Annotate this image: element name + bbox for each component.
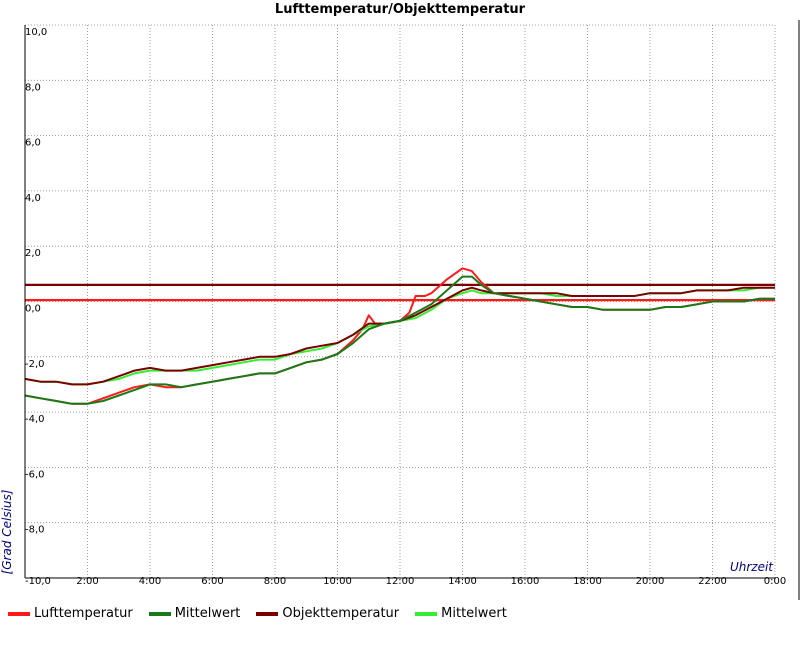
- legend: Lufttemperatur Mittelwert Objekttemperat…: [8, 606, 523, 621]
- y-tick-label: 6,0: [25, 138, 41, 149]
- x-tick-label: 16:00: [511, 576, 540, 587]
- legend-item-mittelwert-2: Mittelwert: [415, 606, 507, 621]
- x-tick-label: 14:00: [448, 576, 477, 587]
- legend-swatch: [256, 611, 279, 616]
- x-tick-label: 10:00: [323, 576, 352, 587]
- x-tick-label: 18:00: [573, 576, 602, 587]
- y-tick-label: -6,0: [25, 469, 45, 480]
- legend-label: Mittelwert: [174, 606, 241, 621]
- y-tick-label: 4,0: [25, 193, 41, 204]
- legend-item-lufttemperatur: Lufttemperatur: [8, 606, 133, 621]
- y-tick-label: 2,0: [25, 248, 41, 259]
- legend-label: Objekttemperatur: [282, 606, 400, 621]
- x-tick-label: 2:00: [76, 576, 98, 587]
- legend-label: Mittelwert: [441, 606, 507, 621]
- x-tick-label: 0:00: [764, 576, 786, 587]
- x-tick-label: 22:00: [698, 576, 727, 587]
- legend-swatch: [415, 611, 438, 616]
- legend-item-objekttemperatur: Objekttemperatur: [256, 606, 399, 621]
- y-tick-label: 10,0: [25, 27, 47, 38]
- y-axis-label: [Grad Celsius]: [0, 489, 14, 574]
- x-tick-label: 8:00: [264, 576, 286, 587]
- x-axis-label: Uhrzeit: [730, 560, 774, 574]
- series-lines: [24, 267, 775, 405]
- grid: [25, 24, 776, 579]
- legend-swatch: [148, 611, 171, 616]
- y-tick-label: 0,0: [25, 304, 41, 315]
- series-line-1: [24, 267, 775, 405]
- x-tick-label: 12:00: [386, 576, 415, 587]
- x-tick-label: 6:00: [201, 576, 223, 587]
- x-tick-label: 20:00: [636, 576, 665, 587]
- series-line-3: [24, 286, 775, 386]
- legend-label: Lufttemperatur: [34, 606, 133, 621]
- y-tick-label: -4,0: [25, 414, 45, 425]
- legend-item-mittelwert-1: Mittelwert: [148, 606, 241, 621]
- y-tick-label: -8,0: [25, 525, 45, 536]
- legend-swatch: [8, 611, 30, 616]
- reference-lines: [25, 283, 775, 302]
- series-line-2: [24, 275, 775, 405]
- axes: 10,0 8,0 6,0 4,0 2,0 0,0 -2,0 -4,0 -6,0 -8,0 -10,0…: [24, 20, 800, 600]
- chart-title: Lufttemperatur/Objekttemperatur: [275, 2, 526, 17]
- y-tick-label: 8,0: [25, 82, 41, 93]
- y-tick-label: -10,0: [25, 576, 51, 587]
- x-tick-label: 4:00: [139, 576, 161, 587]
- y-tick-label: -2,0: [25, 359, 45, 370]
